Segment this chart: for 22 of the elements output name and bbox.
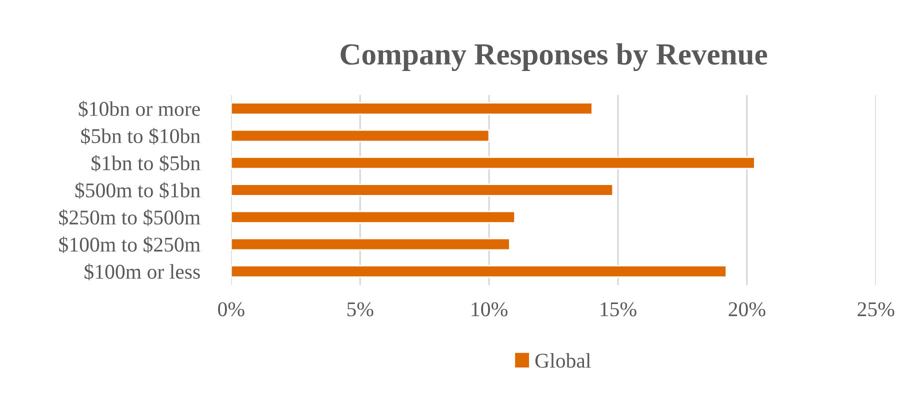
y-tick-label: $1bn to $5bn: [92, 154, 200, 172]
bar: [231, 265, 727, 278]
chart-title: Company Responses by Revenue: [340, 43, 768, 72]
bar: [231, 156, 756, 170]
x-tick-label: 25%: [858, 302, 894, 316]
x-tick-label: 15%: [600, 302, 636, 316]
legend-label: Global: [535, 353, 591, 368]
y-tick-label: $250m to $500m: [59, 209, 200, 226]
y-tick-label: $10bn or more: [78, 100, 200, 118]
y-tick-label: $100m to $250m: [59, 236, 200, 254]
x-tick-label: 10%: [472, 302, 508, 316]
bar: [231, 102, 593, 115]
bar: [231, 184, 614, 196]
bar: [231, 129, 490, 142]
y-tick-label: $100m or less: [84, 264, 200, 280]
bar: [231, 210, 516, 224]
x-tick-label: 5%: [347, 302, 374, 316]
bar: [231, 238, 510, 251]
y-tick-label: $500m to $1bn: [75, 182, 200, 199]
x-tick-label: 0%: [218, 302, 244, 316]
x-tick-label: 20%: [728, 302, 766, 316]
y-tick-label: $5bn to $10bn: [81, 128, 200, 145]
